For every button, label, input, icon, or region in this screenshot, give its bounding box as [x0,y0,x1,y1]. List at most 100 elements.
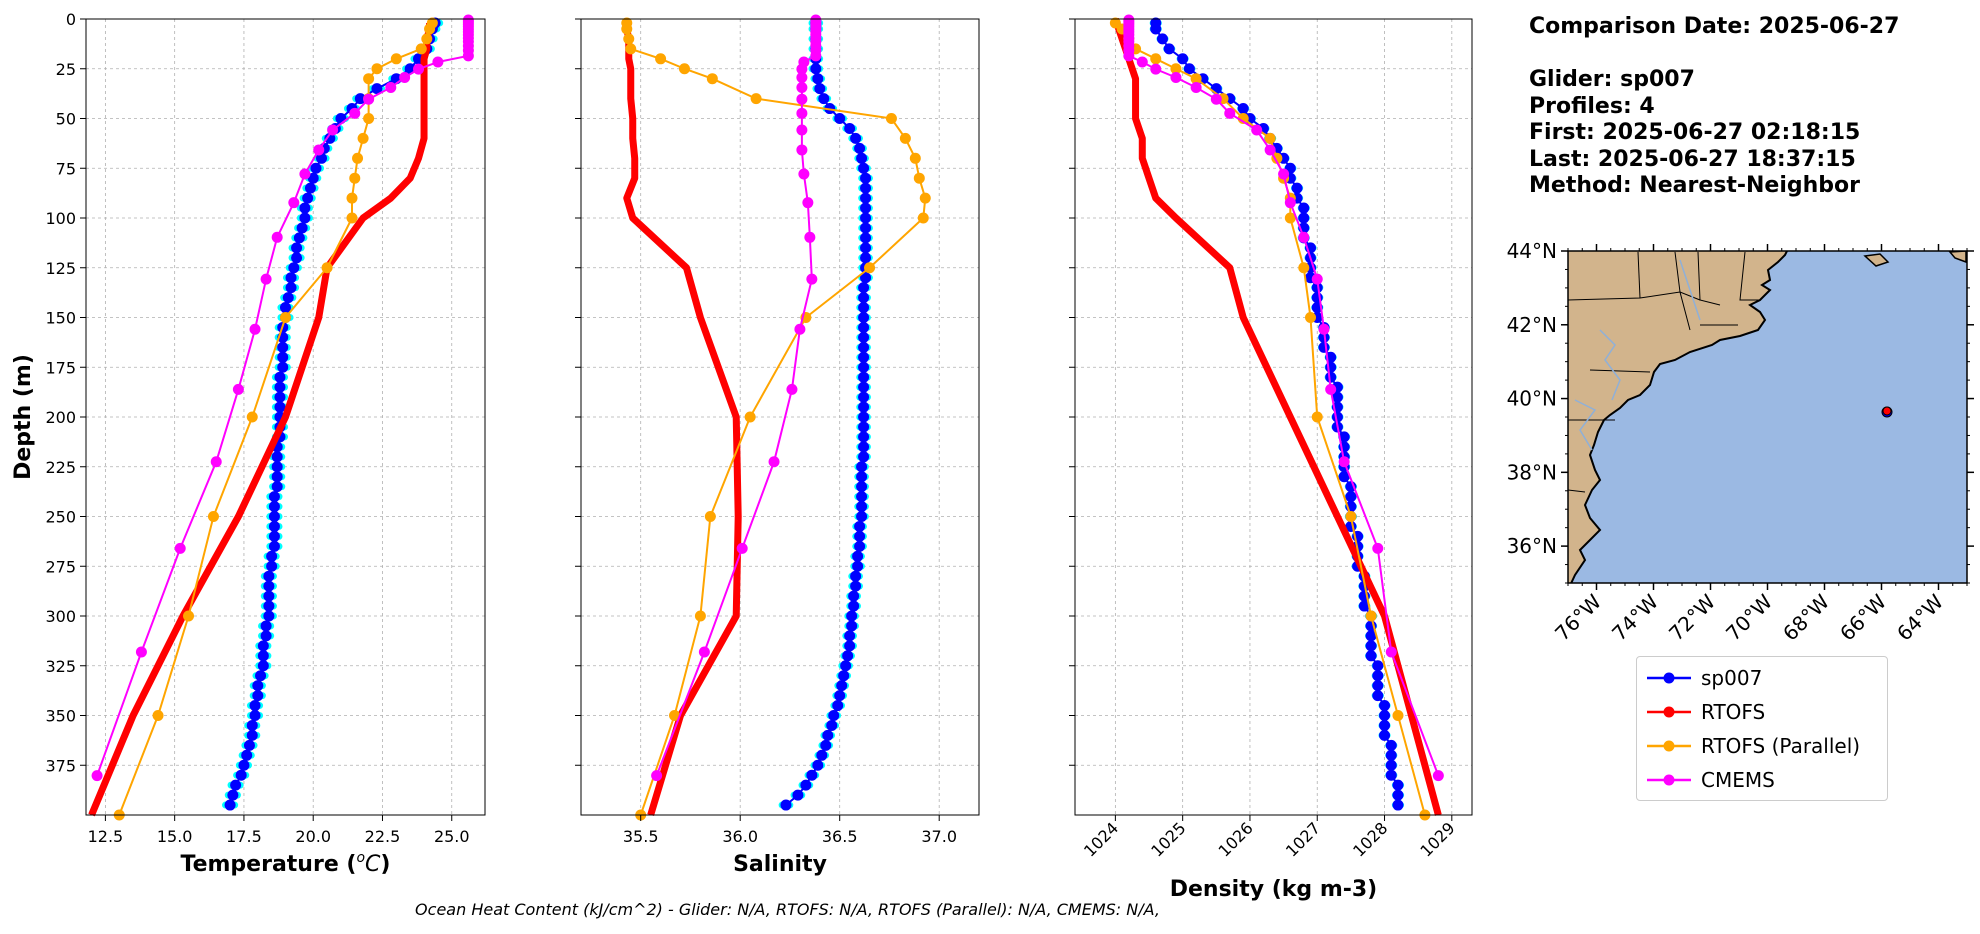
data-point [816,749,828,761]
data-point [854,530,866,542]
data-point [832,700,844,712]
first-profile-time: First: 2025-06-27 02:18:15 [1529,120,1861,145]
data-point [271,471,283,483]
series-rtofs_parallel [1109,17,1431,821]
map-border [1637,251,1641,299]
data-point [858,321,870,333]
data-point [280,302,291,314]
data-point [1365,630,1377,642]
data-point [858,331,870,343]
data-point [678,63,690,75]
data-point [860,252,872,264]
x-tick-label: 22.5 [365,827,401,846]
data-point [798,168,810,180]
data-point [846,620,858,632]
data-point [371,63,383,75]
legend-item-sp007: sp007 [1645,661,1762,695]
data-point [1264,132,1276,144]
series-rtofs [623,22,742,817]
data-point [1338,456,1350,468]
data-point [1365,610,1377,622]
data-point [858,371,870,383]
data-point [796,107,808,119]
x-tick-label: 20.0 [295,827,331,846]
y-tick-label: 375 [45,756,76,775]
lon-tick-label: 70°W [1721,589,1777,645]
data-point [858,451,870,463]
y-tick-label: 50 [56,110,76,129]
data-point [846,610,858,622]
data-point [1284,197,1296,209]
data-point [313,144,325,156]
data-point [310,162,322,174]
data-point [844,630,856,642]
data-point [274,371,286,383]
data-point [1190,81,1202,93]
map-river [1599,329,1621,401]
y-tick-label: 150 [45,309,76,328]
data-point [796,72,808,84]
data-point [820,739,832,751]
data-point [1278,168,1290,180]
data-point [307,172,319,184]
data-point [1163,43,1175,55]
data-point [1311,273,1323,285]
data-point [1156,33,1168,45]
data-point [274,391,286,403]
legend-label: CMEMS [1701,768,1775,792]
data-point [858,441,870,453]
data-point [1379,700,1391,712]
data-point [135,646,147,658]
data-point [736,542,748,554]
data-point [415,43,427,55]
data-point [899,132,911,144]
lat-tick-label: 38°N [1507,460,1557,484]
comparison-date: Comparison Date: 2025-06-27 [1529,14,1900,39]
data-point [257,660,269,672]
x-tick-label: 1028 [1349,818,1391,860]
map-river [1679,259,1701,321]
data-point [257,650,269,662]
data-point [858,351,870,363]
y-tick-label: 200 [45,408,76,427]
data-point [207,511,219,522]
data-point [266,550,278,562]
data-point [1372,660,1384,672]
data-point [335,113,347,124]
data-point [856,491,868,503]
data-point [796,63,808,75]
data-point [268,501,280,513]
series-line [655,19,817,776]
legend-label: RTOFS [1701,700,1766,724]
data-point [304,182,316,194]
legend-swatch [1647,740,1691,752]
x-tick-label: 12.5 [88,827,124,846]
data-point [363,73,375,85]
lat-tick-label: 40°N [1507,387,1557,411]
data-point [224,799,236,811]
data-point [1177,53,1189,65]
data-point [812,73,824,85]
data-point [285,282,297,294]
data-point [1325,383,1337,395]
data-point [856,511,868,522]
data-point [917,212,929,224]
data-point [838,670,850,682]
data-point [858,361,870,373]
lon-tick-label: 72°W [1664,589,1720,645]
data-point [1372,542,1384,554]
data-point [858,162,870,174]
x-axis-label: Salinity [733,852,827,877]
y-tick-label: 100 [45,209,76,228]
data-point [1385,646,1397,658]
data-point [260,273,272,285]
data-point [183,610,195,622]
series-rtofs_parallel [621,17,931,821]
data-point [860,222,872,234]
data-point [854,540,866,552]
data-point [792,789,804,801]
data-point [860,172,872,184]
data-point [249,323,261,335]
data-point [288,262,300,274]
data-point [302,192,314,204]
